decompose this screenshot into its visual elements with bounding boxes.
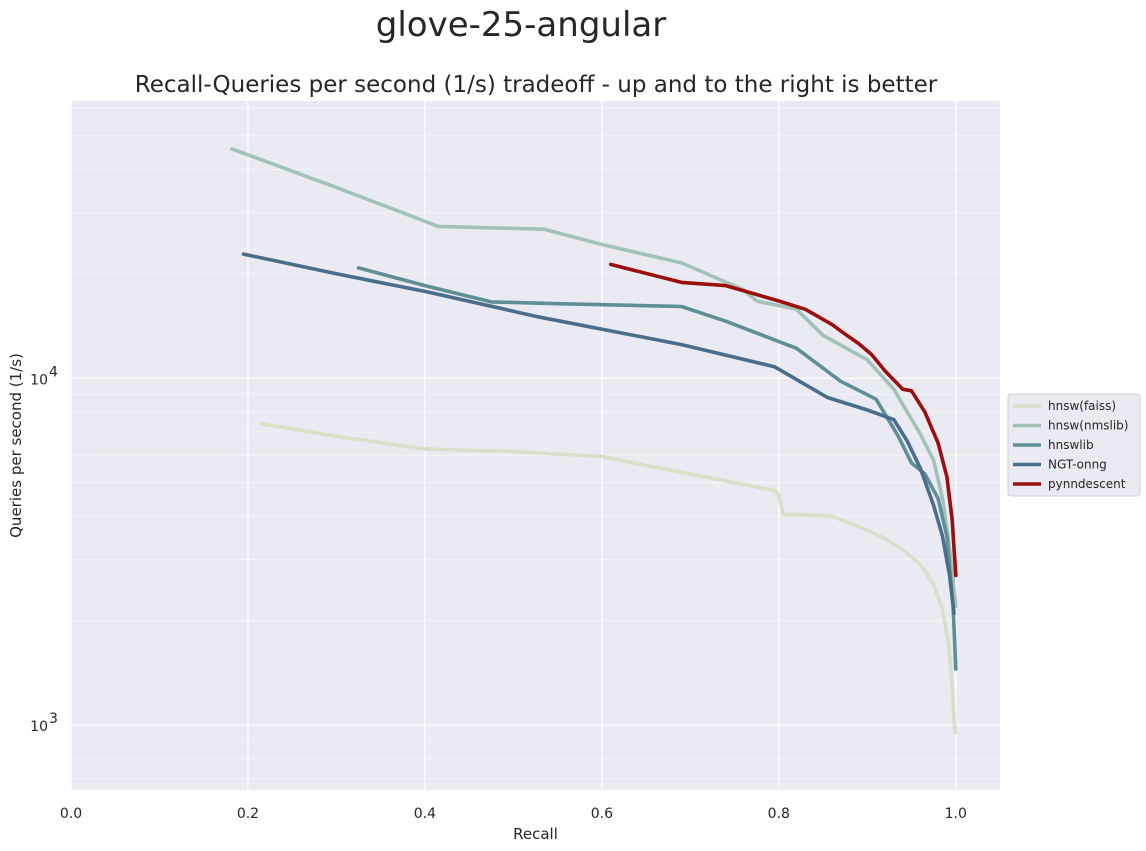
x-tick-label: 0.4 xyxy=(414,806,436,822)
legend: hnsw(faiss) hnsw(nmslib) hnswlib NGT-onng py… xyxy=(1007,393,1141,497)
legend-label-hnswlib: hnswlib xyxy=(1048,438,1094,452)
x-tick-label: 0.0 xyxy=(60,806,82,822)
y-tick-label: 10 xyxy=(30,719,48,735)
y-axis-label: Queries per second (1/s) xyxy=(7,353,25,538)
x-tick-label: 0.2 xyxy=(237,806,259,822)
x-axis-label: Recall xyxy=(513,825,558,843)
y-tick-exponent: 4 xyxy=(49,364,58,380)
series-line-pynndescent xyxy=(608,262,958,578)
x-tick-label: 0.8 xyxy=(768,806,790,822)
y-tick-exponent: 3 xyxy=(49,711,58,727)
legend-label-ngt-onng: NGT-onng xyxy=(1048,458,1107,472)
legend-box xyxy=(1007,393,1141,497)
x-tick-label: 1.0 xyxy=(945,806,967,822)
series-line-hnswlib xyxy=(356,266,958,671)
grid-lines xyxy=(70,101,1000,790)
series-line-hnsw-nmslib xyxy=(230,147,958,609)
figure-suptitle: glove-25-angular xyxy=(376,5,666,45)
legend-label-hnsw-faiss: hnsw(faiss) xyxy=(1048,399,1116,413)
legend-label-hnsw-nmslib: hnsw(nmslib) xyxy=(1048,419,1128,433)
x-tick-label: 0.6 xyxy=(591,806,613,822)
chart-title: Recall-Queries per second (1/s) tradeoff… xyxy=(135,72,938,98)
plot-area xyxy=(71,101,1000,790)
series-line-hnsw-faiss xyxy=(259,421,957,735)
y-tick-label: 10 xyxy=(30,372,48,388)
legend-label-pynndescent: pynndescent xyxy=(1048,477,1126,491)
series-lines xyxy=(230,147,958,735)
series-line-ngt-onng xyxy=(241,252,956,616)
